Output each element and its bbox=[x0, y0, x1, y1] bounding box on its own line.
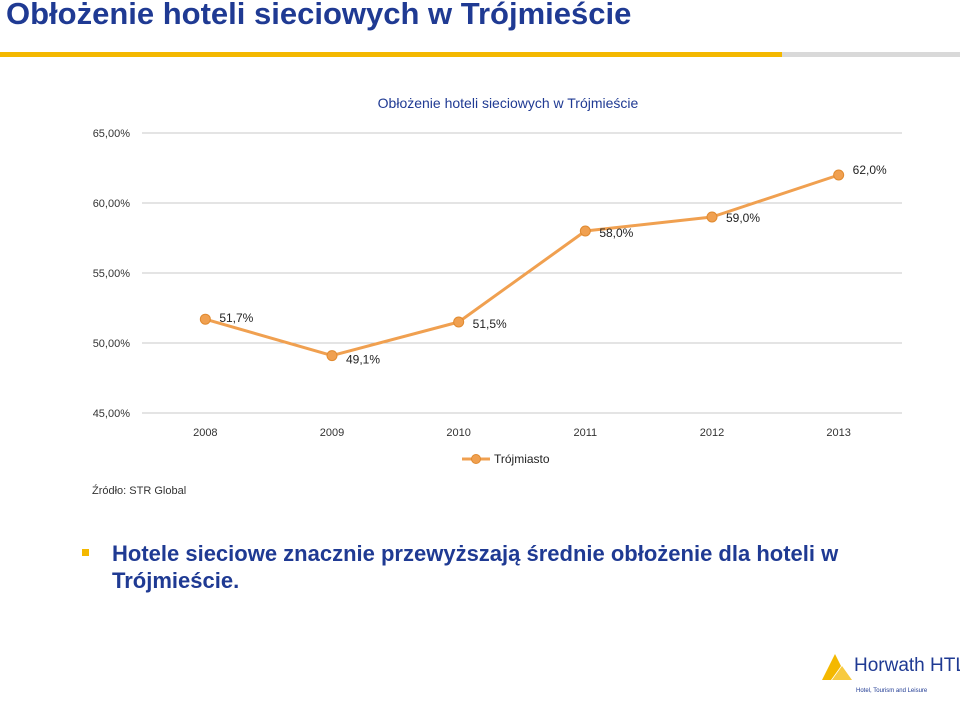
logo-name: Horwath HTL bbox=[854, 655, 960, 676]
chart-title: Obłożenie hoteli sieciowych w Trójmieści… bbox=[378, 95, 639, 111]
data-label: 49,1% bbox=[346, 353, 380, 367]
x-tick-label: 2008 bbox=[193, 427, 217, 439]
x-tick-label: 2009 bbox=[320, 427, 344, 439]
x-tick-label: 2010 bbox=[446, 427, 470, 439]
horwath-logo-mark bbox=[822, 654, 852, 680]
data-point bbox=[326, 350, 338, 362]
y-tick-label: 45,00% bbox=[93, 408, 131, 420]
horwath-logo: Horwath HTL Hotel, Tourism and Leisure bbox=[818, 650, 960, 700]
data-point bbox=[579, 225, 591, 237]
legend-marker bbox=[471, 454, 481, 464]
y-tick-label: 65,00% bbox=[93, 128, 131, 140]
data-label: 62,0% bbox=[853, 163, 887, 177]
y-tick-label: 50,00% bbox=[93, 338, 131, 350]
data-label: 51,7% bbox=[219, 311, 253, 325]
bullet-point: Hotele sieciowe znacznie przewyższają śr… bbox=[82, 540, 862, 594]
slide-title: Obłożenie hoteli sieciowych w Trójmieści… bbox=[6, 0, 632, 31]
series-trojmiasto bbox=[199, 169, 845, 362]
gridlines bbox=[142, 132, 902, 414]
data-point bbox=[833, 169, 845, 181]
x-tick-label: 2013 bbox=[826, 427, 850, 439]
data-point bbox=[706, 211, 718, 223]
data-point bbox=[453, 316, 465, 328]
title-rule bbox=[0, 52, 782, 57]
logo-tagline: Hotel, Tourism and Leisure bbox=[856, 688, 928, 694]
bullet-marker bbox=[82, 549, 89, 556]
data-label: 58,0% bbox=[599, 226, 633, 240]
title-rule-grey bbox=[782, 52, 960, 57]
x-tick-label: 2012 bbox=[700, 427, 724, 439]
legend: Trójmiasto bbox=[462, 452, 550, 466]
data-labels: 51,7% 49,1% 51,5% 58,0% 59,0% 62,0% bbox=[219, 163, 887, 367]
y-tick-label: 60,00% bbox=[93, 198, 131, 210]
data-label: 59,0% bbox=[726, 211, 760, 225]
y-axis-ticks: 45,00% 50,00% 55,00% 60,00% 65,00% bbox=[93, 128, 131, 420]
x-axis-ticks: 2008 2009 2010 2011 2012 2013 bbox=[193, 427, 851, 439]
legend-label-trojmiasto: Trójmiasto bbox=[494, 452, 550, 466]
y-tick-label: 55,00% bbox=[93, 268, 131, 280]
data-label: 51,5% bbox=[473, 317, 507, 331]
data-point bbox=[199, 313, 211, 325]
source-note: Źródło: STR Global bbox=[92, 485, 187, 497]
series-line bbox=[204, 173, 840, 358]
x-tick-label: 2011 bbox=[574, 427, 598, 439]
bullet-text: Hotele sieciowe znacznie przewyższają śr… bbox=[112, 541, 839, 593]
